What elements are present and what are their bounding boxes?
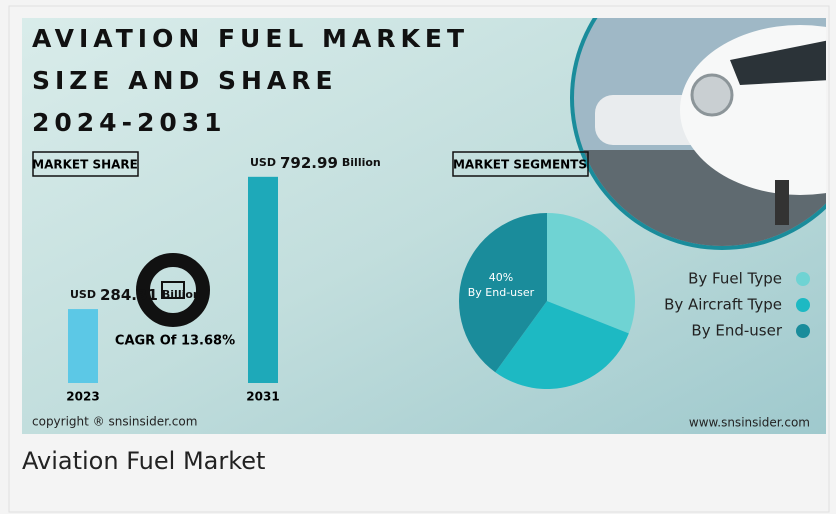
unit: Billion bbox=[162, 288, 201, 301]
year-label: 2031 bbox=[246, 390, 279, 404]
title-line: AVIATION FUEL MARKET bbox=[32, 24, 469, 53]
legend-swatch bbox=[796, 324, 810, 338]
card: AVIATION FUEL MARKET SIZE AND SHARE 2024… bbox=[0, 0, 836, 514]
bar bbox=[68, 309, 98, 383]
caption: Aviation Fuel Market bbox=[22, 447, 265, 475]
bar bbox=[248, 177, 278, 383]
legend-label: By End-user bbox=[691, 322, 782, 340]
value-label: USD 792.99 Billion bbox=[250, 153, 381, 171]
market-share-heading: MARKET SHARE bbox=[32, 158, 138, 172]
legend-swatch bbox=[796, 272, 810, 286]
market-segments-heading: MARKET SEGMENTS bbox=[453, 158, 587, 172]
legend-label: By Aircraft Type bbox=[664, 296, 782, 314]
legend-label: By Fuel Type bbox=[688, 270, 782, 288]
title-line: SIZE AND SHARE bbox=[32, 66, 338, 95]
currency: USD bbox=[250, 156, 276, 169]
title-line: 2024-2031 bbox=[32, 108, 227, 137]
copyright: copyright ® snsinsider.com bbox=[32, 415, 197, 429]
slice-name-label: By End-user bbox=[468, 286, 535, 299]
cagr-label: CAGR Of 13.68% bbox=[115, 334, 235, 349]
value: 792.99 bbox=[280, 153, 338, 171]
website: www.snsinsider.com bbox=[689, 416, 810, 430]
legend-swatch bbox=[796, 298, 810, 312]
currency: USD bbox=[70, 288, 96, 301]
unit: Billion bbox=[342, 156, 381, 169]
slice-value-label: 40% bbox=[489, 271, 513, 284]
value: 284.31 bbox=[100, 286, 158, 304]
value-label: USD 284.31 Billion bbox=[70, 286, 201, 304]
page: AVIATION FUEL MARKET SIZE AND SHARE 2024… bbox=[0, 0, 836, 518]
year-label: 2023 bbox=[66, 390, 99, 404]
